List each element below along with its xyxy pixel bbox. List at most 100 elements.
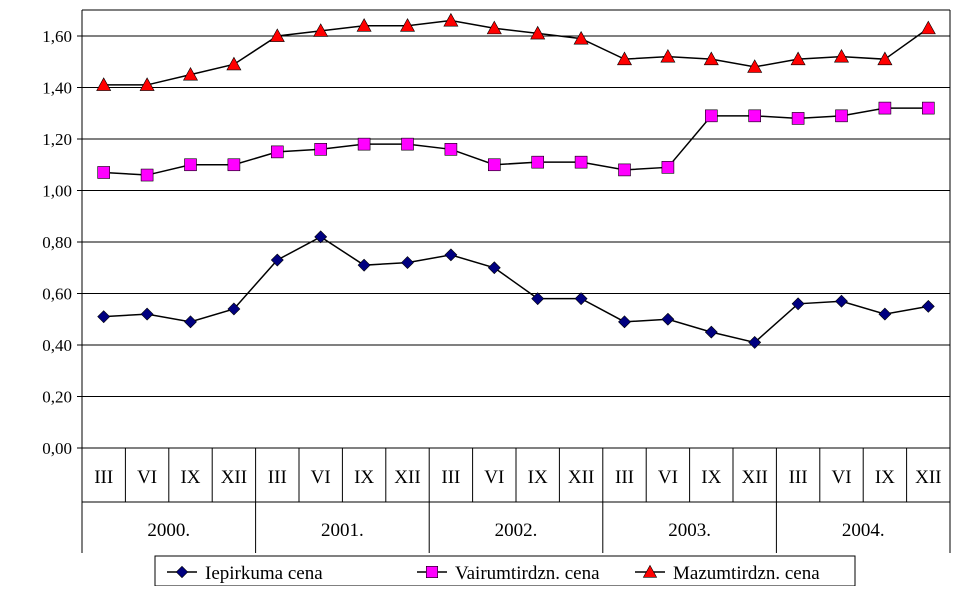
data-point [227,158,241,172]
legend-item: Iepirkuma cena [167,563,323,584]
x-tick-label: XII [394,467,420,488]
y-tick-label: 1,20 [42,130,72,149]
data-point [661,161,675,174]
data-point [791,112,805,125]
data-point [357,137,371,151]
data-point [487,261,501,275]
x-tick-label: III [268,467,287,488]
series-1 [97,230,935,349]
y-tick-label: 1,40 [42,79,72,98]
data-point [574,155,588,169]
x-tick-label: III [615,467,634,488]
data-point [791,297,805,311]
data-point [920,20,936,35]
data-point [618,315,631,329]
legend-item: Mazumtirdzn. cena [635,563,820,584]
data-point [184,158,197,172]
x-tick-label: VI [137,467,157,488]
x-year-label: 2002. [495,520,538,541]
data-point [921,299,935,313]
x-tick-label: XII [568,467,594,488]
data-point [357,258,371,272]
x-tick-label: III [94,467,113,488]
x-tick-label: IX [701,467,721,488]
y-tick-label: 1,60 [42,27,72,46]
data-point [401,137,414,151]
legend-item: Vairumtirdzn. cena [417,563,600,584]
x-tick-label: VI [831,467,851,488]
data-point [487,158,501,172]
data-point [226,56,242,71]
x-tick-label: VI [484,467,504,488]
data-point [356,18,372,32]
x-tick-label: III [789,467,808,488]
data-point [97,310,111,324]
data-point [704,109,718,123]
data-point [790,51,806,66]
data-point [660,48,676,63]
x-tick-label: VI [658,467,678,488]
y-tick-label: 1,00 [42,182,72,201]
data-point [703,51,719,66]
data-point [573,30,589,45]
data-point [642,564,658,578]
data-point [531,155,545,169]
y-tick-label: 0,80 [42,233,72,252]
data-point [401,256,414,270]
x-tick-label: XII [742,467,768,488]
data-point [443,12,459,27]
x-tick-label: XII [915,467,941,488]
data-point [314,143,328,156]
data-point [139,77,155,91]
data-point [270,145,284,159]
data-point [399,18,416,32]
y-tick-label: 0,40 [42,336,72,355]
series-3 [96,12,936,91]
data-point [270,253,284,267]
data-point [97,166,110,179]
x-tick-label: IX [180,467,200,488]
data-point [835,109,848,123]
series-line [103,107,929,176]
data-point [444,143,458,156]
x-year-label: 2001. [321,520,364,541]
data-point [269,28,285,42]
data-point [748,109,762,123]
data-point [486,20,502,35]
data-point [878,307,892,321]
data-point [227,302,241,316]
y-tick-label: 0,00 [42,439,72,458]
data-point [877,51,893,66]
legend: Iepirkuma cena Vairumtirdzn. cena Mazumtir… [154,555,856,587]
y-tick-label: 0,20 [42,388,72,407]
gridlines [82,35,950,397]
data-point [748,336,762,349]
y-tick-label: 0,60 [42,285,72,304]
legend-label: Vairumtirdzn. cena [455,563,600,584]
x-tick-label: XII [221,467,247,488]
data-point [175,565,189,579]
x-tick-label: VI [311,467,331,488]
data-point [833,48,850,63]
data-point [921,101,935,115]
x-tick-label: III [441,467,460,488]
data-point [530,25,546,40]
data-point [425,565,438,578]
x-tick-label: IX [528,467,548,488]
x-year-label: 2003. [668,520,711,541]
data-point [878,101,892,115]
x-year-label: 2000. [147,520,190,541]
data-point [182,67,199,81]
data-point [618,163,631,177]
data-point [444,248,458,262]
data-point [616,51,633,66]
data-point [184,315,197,329]
data-point [835,294,848,308]
y-axis-ticks: 0,00 0,20 0,40 0,60 0,80 1,00 1,20 1,40 1,60 [42,27,82,458]
data-point [140,168,154,182]
series-2 [97,101,935,182]
legend-label: Iepirkuma cena [205,563,323,584]
data-point [96,77,112,91]
